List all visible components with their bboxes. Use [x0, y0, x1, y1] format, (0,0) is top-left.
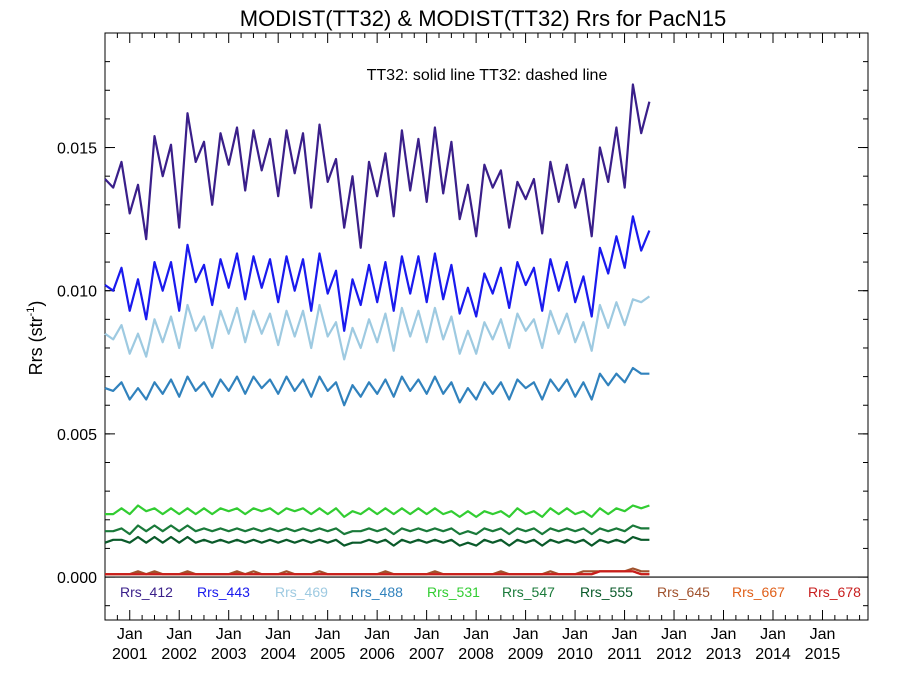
x-tick-label-month: Jan [562, 626, 588, 643]
x-tick-label-year: 2009 [508, 646, 544, 663]
x-tick-label-year: 2011 [607, 646, 642, 663]
x-tick-label-month: Jan [661, 626, 687, 643]
x-tick-label-year: 2005 [310, 646, 346, 663]
x-tick-label-month: Jan [364, 626, 390, 643]
x-tick-label-year: 2006 [359, 646, 395, 663]
x-tick-label-year: 2015 [805, 646, 841, 663]
chart-annotation: TT32: solid line TT32: dashed line [367, 67, 608, 84]
svg-text:Rrs (str-1): Rrs (str-1) [25, 301, 46, 376]
y-tick-label: 0.010 [57, 284, 97, 301]
x-tick-label-month: Jan [760, 626, 786, 643]
y-axis-label-sup: -1 [25, 307, 37, 317]
x-tick-label-month: Jan [612, 626, 638, 643]
x-tick-label-month: Jan [315, 626, 341, 643]
legend-entry-rrs-443: Rrs_443 [197, 584, 250, 600]
legend-entry-rrs-488: Rrs_488 [350, 584, 403, 600]
legend-entry-rrs-412: Rrs_412 [120, 584, 173, 600]
x-tick-label-year: 2002 [161, 646, 197, 663]
series-line-rrs-469 [104, 295, 651, 361]
y-tick-label: 0.000 [57, 570, 97, 587]
plot-frame [104, 32, 869, 621]
y-axis-label: Rrs (str-1) [25, 301, 46, 376]
y-axis-label-close: ) [26, 301, 46, 307]
x-tick-label-month: Jan [463, 626, 489, 643]
series-line-rrs-412 [104, 83, 651, 249]
x-tick-label-year: 2008 [458, 646, 494, 663]
legend-entry-rrs-469: Rrs_469 [275, 584, 328, 600]
legend-entry-rrs-547: Rrs_547 [502, 584, 555, 600]
y-tick-label: 0.015 [57, 141, 97, 158]
x-tick-label-month: Jan [513, 626, 539, 643]
x-tick-label-year: 2012 [656, 646, 692, 663]
x-tick-label-month: Jan [711, 626, 737, 643]
x-tick-label-year: 2010 [557, 646, 593, 663]
x-tick-label-year: 2003 [211, 646, 247, 663]
series-line-rrs-531 [105, 504, 650, 519]
x-tick-label-month: Jan [166, 626, 192, 643]
legend-entry-rrs-645: Rrs_645 [657, 584, 710, 600]
y-tick-label: 0.005 [57, 427, 97, 444]
x-tick-label-year: 2013 [706, 646, 742, 663]
x-tick-label-month: Jan [117, 626, 143, 643]
x-tick-label-year: 2007 [409, 646, 445, 663]
legend-entry-rrs-667: Rrs_667 [732, 584, 785, 600]
x-tick-label-month: Jan [414, 626, 440, 643]
chart-title: MODIST(TT32) & MODIST(TT32) Rrs for PacN… [240, 6, 727, 31]
legend-entry-rrs-531: Rrs_531 [427, 584, 480, 600]
x-tick-label-year: 2001 [112, 646, 148, 663]
series-line-rrs-443 [104, 215, 651, 332]
legend-entry-rrs-555: Rrs_555 [580, 584, 633, 600]
x-tick-label-month: Jan [810, 626, 836, 643]
x-tick-label-month: Jan [265, 626, 291, 643]
x-tick-label-year: 2004 [260, 646, 296, 663]
x-tick-label-month: Jan [216, 626, 242, 643]
series-line-rrs-488 [104, 366, 650, 407]
series-line-rrs-547 [105, 524, 650, 536]
plot-area: 0.000 0.005 0.010 0.015 Jan 2001 Jan 2002 Jan 200… [57, 32, 869, 663]
x-tick-label-year: 2014 [755, 646, 791, 663]
y-axis-label-text: Rrs (str [26, 316, 46, 375]
legend-entry-rrs-678: Rrs_678 [808, 584, 861, 600]
series-line-rrs-555 [104, 535, 650, 547]
series-line-rrs-678 [105, 570, 650, 576]
